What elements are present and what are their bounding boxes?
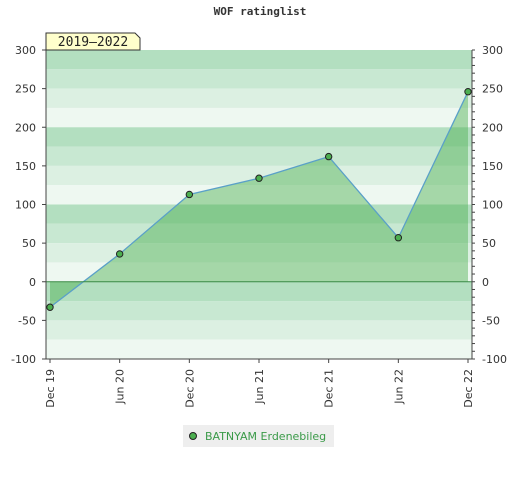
x-tick-label: Jun 20 <box>114 369 127 405</box>
y-tick-label-left: 0 <box>29 276 36 289</box>
chart-title: WOF ratinglist <box>213 5 307 18</box>
data-point[interactable] <box>255 174 263 182</box>
chart-area: Dec 19 Jun 20 Dec 20 Jun 21 Dec 21 Jun 22 Dec … <box>11 32 507 408</box>
background-band <box>46 69 472 89</box>
y-tick-label-left: 300 <box>15 44 36 57</box>
background-band <box>46 204 472 224</box>
y-tick-label-right: -100 <box>482 353 507 366</box>
background-band <box>46 320 472 340</box>
y-axis-right-labels: 300 250 200 150 100 50 0 -50 -100 <box>482 44 507 366</box>
x-tick-label: Dec 22 <box>462 369 475 408</box>
y-tick-label-right: -50 <box>482 314 500 327</box>
legend-marker-icon <box>189 432 197 440</box>
y-tick-label-left: -100 <box>11 353 36 366</box>
period-badge-label: 2019–2022 <box>58 35 128 50</box>
background-band <box>46 146 472 166</box>
data-points <box>46 88 472 311</box>
data-point[interactable] <box>115 250 124 258</box>
x-tick-label: Jun 21 <box>253 369 266 405</box>
legend-label: BATNYAM Erdenebileg <box>205 429 327 443</box>
series-area-fill <box>50 91 468 308</box>
x-tick-label: Dec 20 <box>183 369 196 408</box>
background-band <box>46 107 472 128</box>
y-tick-label-right: 300 <box>482 44 503 57</box>
y-tick-label-left: 50 <box>22 237 36 250</box>
background-band <box>46 127 472 147</box>
period-badge: 2019–2022 <box>45 32 141 51</box>
y-tick-label-left: -50 <box>18 314 36 327</box>
y-tick-label-left: 250 <box>15 83 36 96</box>
axes <box>42 49 475 363</box>
x-axis-labels: Dec 19 Jun 20 Dec 20 Jun 21 Dec 21 Jun 22 Dec … <box>44 369 475 408</box>
y-tick-label-right: 100 <box>482 199 503 212</box>
background-band <box>46 243 472 263</box>
background-bands <box>46 50 472 359</box>
background-band <box>46 50 472 70</box>
data-point[interactable] <box>324 152 333 161</box>
y-axis-left-labels: 300 250 200 150 100 50 0 -50 -100 <box>11 44 36 366</box>
background-band <box>46 339 472 359</box>
data-point[interactable] <box>394 234 403 242</box>
y-tick-label-right: 0 <box>482 276 489 289</box>
background-band <box>46 88 472 108</box>
y-tick-label-right: 250 <box>482 83 503 96</box>
background-band <box>46 262 472 282</box>
legend[interactable]: BATNYAM Erdenebileg <box>183 425 335 447</box>
data-point[interactable] <box>464 88 472 96</box>
x-tick-label: Dec 21 <box>323 369 336 408</box>
background-band <box>46 281 472 302</box>
y-tick-label-right: 150 <box>482 160 503 173</box>
y-tick-label-left: 100 <box>15 199 36 212</box>
y-tick-label-left: 200 <box>15 121 36 134</box>
y-tick-label-right: 200 <box>482 121 503 134</box>
background-band <box>46 223 472 244</box>
y-tick-label-left: 150 <box>15 160 36 173</box>
y-tick-label-right: 50 <box>482 237 496 250</box>
x-tick-label: Jun 22 <box>392 369 405 405</box>
x-tick-label: Dec 19 <box>44 369 57 408</box>
data-point[interactable] <box>46 303 54 311</box>
data-point[interactable] <box>185 190 194 199</box>
background-band <box>46 301 472 321</box>
